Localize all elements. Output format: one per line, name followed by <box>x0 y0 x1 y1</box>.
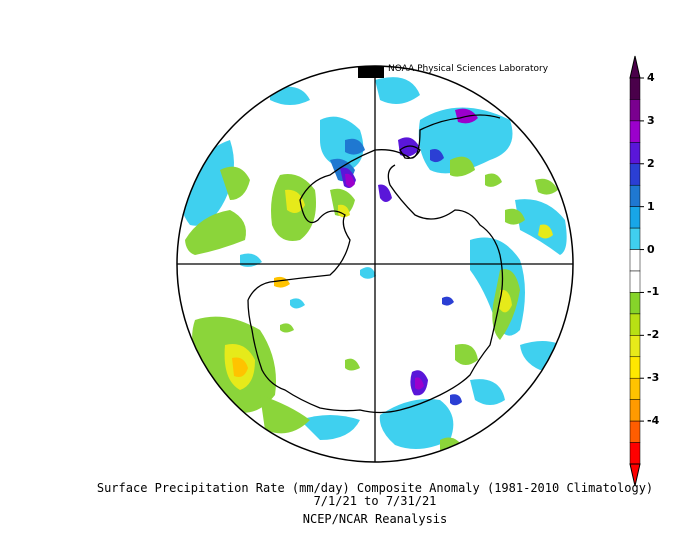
colorbar-tick-label: 1 <box>647 199 655 213</box>
caption-dates: 7/1/21 to 7/31/21 <box>313 494 437 508</box>
colorbar-segment <box>629 206 641 229</box>
colorbar-tick-label: -3 <box>647 371 660 385</box>
colorbar-segment <box>629 292 641 315</box>
colorbar <box>629 55 644 487</box>
credit-background <box>358 66 384 78</box>
credit-label: NOAA Physical Sciences Laboratory <box>388 64 549 74</box>
negative-anomaly-warm <box>224 189 553 390</box>
colorbar-min-arrow <box>629 463 641 487</box>
colorbar-tick-label: -2 <box>647 328 660 342</box>
colorbar-segment <box>629 249 641 272</box>
graticule <box>177 66 573 462</box>
colorbar-segment <box>629 184 641 207</box>
colorbar-segment <box>629 163 641 186</box>
colorbar-segment <box>629 142 641 165</box>
colorbar-segment <box>629 270 641 293</box>
colorbar-tick-label: 3 <box>647 113 655 127</box>
colorbar-segment <box>629 377 641 400</box>
colorbar-segment <box>629 227 641 250</box>
colorbar-segment <box>629 335 641 358</box>
colorbar-segment <box>629 399 641 422</box>
colorbar-segment <box>629 442 641 465</box>
positive-anomaly-strong <box>330 108 478 406</box>
colorbar-tick-label: -4 <box>647 414 660 428</box>
coastline <box>247 114 504 414</box>
colorbar-segment <box>629 356 641 379</box>
colorbar-tick-label: -1 <box>647 285 660 299</box>
colorbar-segment <box>629 420 641 443</box>
colorbar-tick-label: 0 <box>647 242 655 256</box>
caption-title: Surface Precipitation Rate (mm/day) Comp… <box>96 481 654 495</box>
colorbar-tick-label: 2 <box>647 156 655 170</box>
caption-source: NCEP/NCAR Reanalysis <box>302 512 448 526</box>
colorbar-segment <box>629 77 641 100</box>
colorbar-segment <box>629 99 641 122</box>
colorbar-tick-label: 4 <box>647 71 655 84</box>
colorbar-segment <box>629 313 641 336</box>
colorbar-max-arrow <box>629 55 641 79</box>
colorbar-segment <box>629 120 641 143</box>
